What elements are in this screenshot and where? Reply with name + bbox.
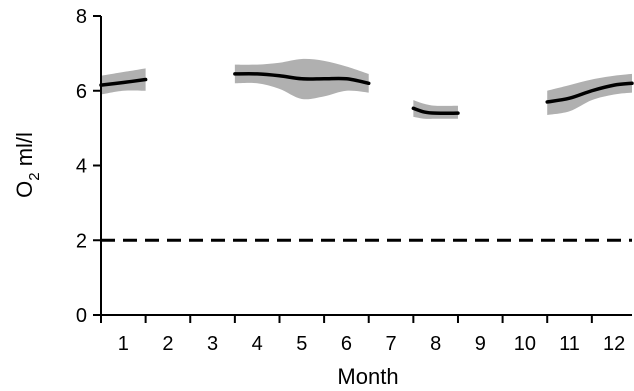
confidence-bands (101, 58, 632, 119)
mean-lines (99, 72, 634, 116)
x-tick-label-7: 7 (385, 333, 396, 355)
x-axis-ticks: 1 2 3 4 5 6 7 8 9 10 11 12 (100, 315, 625, 355)
y-axis-ticks: 0 2 4 6 8 (76, 6, 101, 327)
x-tick-label-9: 9 (475, 333, 486, 355)
y-tick-label-0: 0 (76, 305, 87, 327)
x-tick-label-3: 3 (207, 333, 218, 355)
x-tick-label-8: 8 (430, 333, 441, 355)
y-axis-title-main: O (12, 181, 37, 198)
y-tick-label-4: 4 (76, 156, 87, 178)
y-tick-label-8: 8 (76, 6, 87, 28)
x-tick-label-12: 12 (603, 333, 625, 355)
y-axis-title-unit: ml/l (12, 132, 37, 172)
mean-line-segment-3 (411, 106, 460, 116)
y-axis-title: O2 ml/l (12, 132, 43, 198)
x-tick-label-10: 10 (514, 333, 536, 355)
x-tick-label-6: 6 (341, 333, 352, 355)
x-tick-label-11: 11 (559, 333, 580, 355)
mean-line-segment-4 (545, 81, 634, 104)
y-tick-label-6: 6 (76, 81, 87, 103)
band-segment-4 (547, 73, 632, 116)
y-axis-title-subscript: 2 (26, 172, 43, 180)
mean-line-segment-2 (233, 72, 371, 86)
x-tick-label-4: 4 (252, 333, 263, 355)
x-tick-label-1: 1 (118, 333, 129, 355)
x-tick-label-2: 2 (162, 333, 173, 355)
mean-line-segment-1 (99, 77, 148, 87)
y-tick-label-2: 2 (76, 230, 87, 252)
x-axis-title: Month (337, 364, 398, 389)
x-tick-label-5: 5 (296, 333, 307, 355)
